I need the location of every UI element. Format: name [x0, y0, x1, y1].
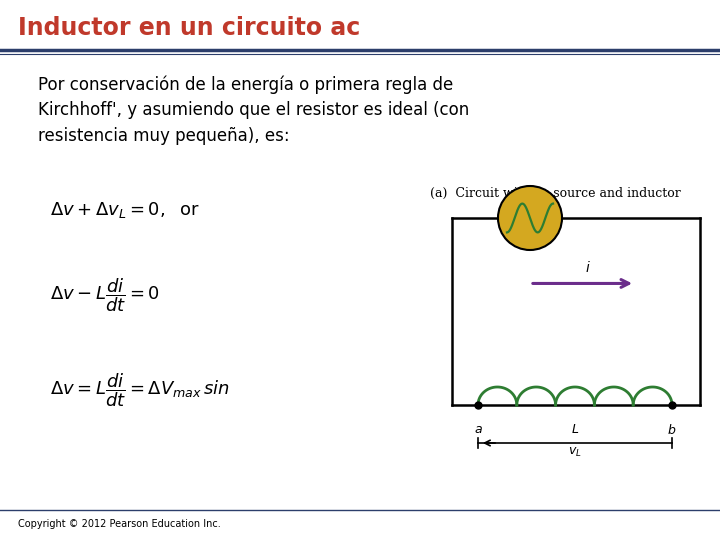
Text: Copyright © 2012 Pearson Education Inc.: Copyright © 2012 Pearson Education Inc.: [18, 519, 221, 529]
Text: (a)  Circuit with ac source and inductor: (a) Circuit with ac source and inductor: [430, 186, 680, 199]
Text: $\Delta v = L\dfrac{di}{dt} = \Delta V_{max}\, sin$: $\Delta v = L\dfrac{di}{dt} = \Delta V_{…: [50, 371, 230, 409]
Text: $L$: $L$: [571, 423, 579, 436]
Text: $i$: $i$: [585, 260, 590, 275]
Text: $\Delta v - L\dfrac{di}{dt} = 0$: $\Delta v - L\dfrac{di}{dt} = 0$: [50, 276, 160, 314]
Text: $b$: $b$: [667, 423, 677, 437]
Text: Por conservación de la energía o primera regla de
Kirchhoff', y asumiendo que el: Por conservación de la energía o primera…: [38, 75, 469, 145]
Text: $v_L$: $v_L$: [568, 446, 582, 459]
Ellipse shape: [498, 186, 562, 250]
Text: $\Delta v + \Delta v_L = 0,$  or: $\Delta v + \Delta v_L = 0,$ or: [50, 200, 200, 220]
Text: $a$: $a$: [474, 423, 482, 436]
Text: Inductor en un circuito ac: Inductor en un circuito ac: [18, 16, 360, 40]
